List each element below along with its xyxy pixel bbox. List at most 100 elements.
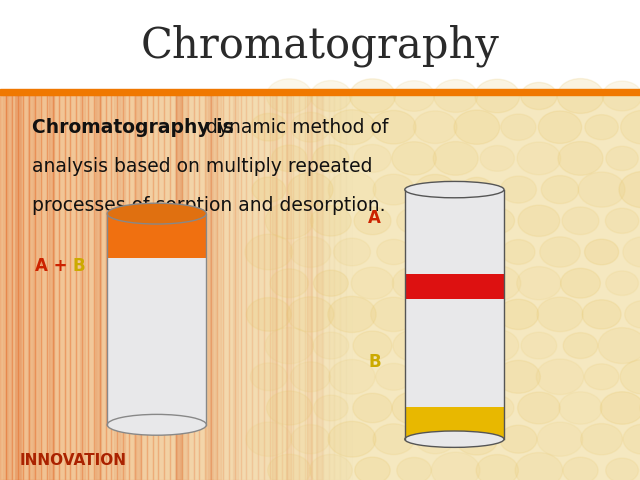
Circle shape	[605, 271, 639, 296]
Circle shape	[353, 331, 392, 360]
Bar	[18, 95, 24, 480]
Circle shape	[455, 298, 499, 331]
Circle shape	[521, 332, 557, 359]
Bar	[53, 95, 59, 480]
Circle shape	[314, 270, 348, 296]
Circle shape	[252, 177, 285, 202]
Bar	[270, 95, 276, 480]
Circle shape	[623, 424, 640, 454]
Circle shape	[393, 330, 435, 361]
Bar	[82, 95, 88, 480]
Bar	[88, 95, 94, 480]
Bar	[305, 95, 311, 480]
Bar	[117, 95, 123, 480]
Circle shape	[435, 393, 476, 423]
Circle shape	[434, 80, 477, 112]
Circle shape	[541, 176, 579, 204]
Circle shape	[291, 112, 330, 142]
Circle shape	[456, 423, 498, 455]
Bar	[287, 95, 293, 480]
Circle shape	[497, 360, 540, 393]
Bar	[229, 95, 235, 480]
Bar	[182, 95, 188, 480]
Bar	[282, 95, 287, 480]
Bar	[235, 95, 241, 480]
Text: analysis based on multiply repeated: analysis based on multiply repeated	[32, 157, 372, 176]
Circle shape	[598, 328, 640, 363]
Bar	[170, 95, 176, 480]
Ellipse shape	[108, 203, 206, 224]
Circle shape	[537, 297, 583, 332]
Circle shape	[392, 392, 436, 424]
Circle shape	[392, 267, 436, 300]
Circle shape	[461, 178, 493, 202]
Circle shape	[353, 393, 392, 423]
Circle shape	[415, 174, 456, 205]
Circle shape	[354, 144, 391, 172]
Circle shape	[268, 454, 311, 480]
Circle shape	[329, 360, 375, 394]
Circle shape	[580, 423, 623, 455]
Circle shape	[602, 81, 640, 111]
Bar	[129, 95, 135, 480]
Circle shape	[394, 81, 435, 111]
Circle shape	[584, 364, 619, 390]
Text: dynamic method of: dynamic method of	[200, 118, 388, 137]
Bar	[182, 95, 187, 480]
Circle shape	[314, 395, 348, 421]
Circle shape	[266, 79, 312, 113]
Circle shape	[246, 422, 292, 456]
Bar	[300, 95, 305, 480]
Bar	[100, 95, 106, 480]
Circle shape	[373, 424, 414, 455]
Circle shape	[557, 79, 604, 113]
Text: processes of sorption and desorption.: processes of sorption and desorption.	[32, 196, 385, 216]
Circle shape	[518, 392, 560, 424]
Text: B: B	[72, 257, 85, 276]
Bar	[6, 95, 11, 480]
Circle shape	[600, 392, 640, 424]
Bar	[317, 95, 323, 480]
Bar	[147, 95, 152, 480]
Bar	[34, 95, 39, 480]
Bar	[120, 95, 125, 480]
Circle shape	[501, 114, 536, 140]
Bar	[15, 95, 20, 480]
Circle shape	[266, 391, 312, 425]
Bar	[29, 95, 35, 480]
Circle shape	[480, 145, 515, 171]
Bar	[0, 89, 640, 95]
Circle shape	[475, 79, 520, 113]
Bar	[47, 95, 53, 480]
Circle shape	[498, 299, 539, 330]
Bar	[135, 95, 141, 480]
Bar	[323, 95, 328, 480]
Bar	[317, 95, 322, 480]
Bar	[210, 95, 215, 480]
Bar	[285, 95, 291, 480]
Bar	[95, 95, 100, 480]
Circle shape	[621, 110, 640, 144]
Circle shape	[521, 83, 557, 109]
Circle shape	[502, 240, 535, 264]
Circle shape	[453, 234, 500, 270]
Circle shape	[562, 207, 599, 235]
Text: Chromatography is: Chromatography is	[32, 118, 234, 137]
Circle shape	[561, 268, 600, 298]
Circle shape	[415, 362, 455, 392]
Circle shape	[437, 332, 474, 360]
Ellipse shape	[108, 414, 206, 435]
Circle shape	[310, 455, 352, 480]
Circle shape	[355, 457, 390, 480]
Bar	[49, 95, 54, 480]
Bar	[404, 275, 504, 300]
Circle shape	[540, 237, 580, 267]
Bar	[152, 95, 159, 480]
Circle shape	[376, 363, 412, 390]
Bar	[107, 214, 206, 258]
Bar	[271, 95, 276, 480]
Circle shape	[250, 113, 287, 141]
Bar	[205, 95, 211, 480]
Bar	[404, 407, 504, 439]
Circle shape	[377, 240, 410, 264]
